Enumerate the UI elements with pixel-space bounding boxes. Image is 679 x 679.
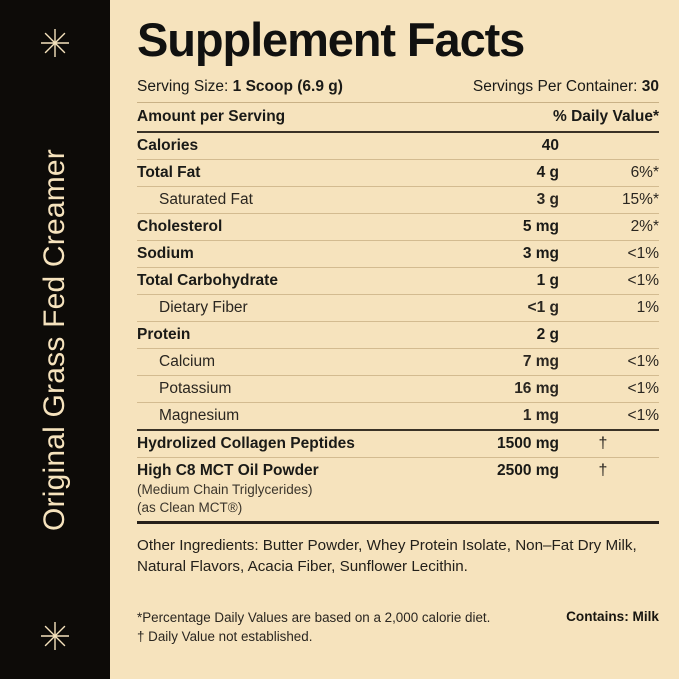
footnotes: *Percentage Daily Values are based on a … [137,608,659,647]
blend-daily-value: † [559,456,659,521]
blend-name: Hydrolized Collagen Peptides [137,428,437,458]
nutrient-name: Magnesium [137,401,437,430]
table-row-blend: Hydrolized Collagen Peptides 1500 mg † [137,428,659,458]
nutrient-daily-value: 1% [559,293,659,322]
blend-daily-value: † [559,428,659,458]
table-row: Cholesterol 5 mg 2%* [137,212,659,241]
amount-per-serving-label: Amount per Serving [137,107,286,125]
asterisk-star-icon [38,26,72,60]
nutrient-daily-value: 15%* [559,185,659,214]
nutrient-daily-value: <1% [559,401,659,430]
divider-above-other-ingredients [137,520,659,524]
servings-per-container: Servings Per Container: 30 [473,78,659,96]
nutrition-table: Calories 40 Total Fat 4 g 6%* Saturated Fat 3 … [137,133,659,521]
table-row: Potassium 16 mg <1% [137,374,659,403]
nutrient-daily-value: <1% [559,239,659,268]
blend-subtitle: (Medium Chain Triglycerides) [137,481,313,497]
blend-subtitle: (as Clean MCT®) [137,500,243,516]
nutrition-table-body: Calories 40 Total Fat 4 g 6%* Saturated Fat 3 … [137,133,659,521]
nutrient-amount: 16 mg [437,374,559,403]
table-row: Calories 40 [137,133,659,160]
footer: Other Ingredients: Butter Powder, Whey P… [137,524,659,647]
nutrient-name: Calories [137,136,199,154]
serving-row: Serving Size: 1 Scoop (6.9 g) Servings P… [137,76,659,102]
table-row: Magnesium 1 mg <1% [137,401,659,430]
table-row-blend: High C8 MCT Oil Powder (Medium Chain Trig… [137,456,659,521]
nutrient-name: Total Fat [137,158,437,187]
nutrient-daily-value [559,320,659,349]
nutrient-amount: 3 g [437,185,559,214]
servings-per-container-value: 30 [641,77,659,95]
asterisk-star-icon-bottom [38,619,72,653]
table-row: Dietary Fiber <1 g 1% [137,293,659,322]
nutrient-amount: 40 [541,136,559,154]
nutrient-daily-value: <1% [559,266,659,295]
nutrient-name: Sodium [137,239,437,268]
serving-size-value: 1 Scoop (6.9 g) [232,77,343,95]
nutrient-amount: 5 mg [437,212,559,241]
nutrient-name: Total Carbohydrate [137,266,437,295]
table-row: Calcium 7 mg <1% [137,347,659,376]
nutrient-amount: <1 g [437,293,559,322]
divider-under-serving [137,101,659,103]
table-row: Saturated Fat 3 g 15%* [137,185,659,214]
nutrient-amount: 1 g [437,266,559,295]
nutrient-name: Calcium [137,347,437,376]
blend-amount: 1500 mg [437,428,559,458]
facts-panel: Supplement Facts Serving Size: 1 Scoop (… [110,0,679,679]
nutrient-name: Protein [137,320,437,349]
nutrient-daily-value: 6%* [559,158,659,187]
serving-size-label: Serving Size: [137,77,229,95]
nutrient-amount: 1 mg [437,401,559,430]
footnote-percent-daily-value: *Percentage Daily Values are based on a … [137,609,491,625]
table-row: Protein 2 g [137,320,659,349]
blend-name: High C8 MCT Oil Powder (Medium Chain Trig… [137,456,437,521]
table-row: Total Carbohydrate 1 g <1% [137,266,659,295]
nutrient-daily-value [559,133,659,160]
footnote-text: *Percentage Daily Values are based on a … [137,608,490,647]
nutrient-amount: 3 mg [437,239,559,268]
product-name-vertical: Original Grass Fed Creamer [38,148,71,531]
nutrient-amount: 7 mg [437,347,559,376]
nutrient-name: Potassium [137,374,437,403]
nutrient-daily-value: <1% [559,347,659,376]
blend-amount: 2500 mg [437,456,559,521]
nutrient-daily-value: <1% [559,374,659,403]
table-row: Total Fat 4 g 6%* [137,158,659,187]
product-side-band: Original Grass Fed Creamer [0,0,110,679]
daily-value-label: % Daily Value* [553,107,659,125]
nutrient-amount: 2 g [437,320,559,349]
serving-size: Serving Size: 1 Scoop (6.9 g) [137,78,343,96]
product-name-vertical-wrap: Original Grass Fed Creamer [0,60,110,619]
nutrient-amount: 4 g [437,158,559,187]
nutrient-name: Cholesterol [137,212,437,241]
nutrient-name: Dietary Fiber [137,293,437,322]
table-row: Sodium 3 mg <1% [137,239,659,268]
nutrient-name: Saturated Fat [137,185,437,214]
page-title: Supplement Facts [137,13,525,66]
footnote-dagger: † Daily Value not established. [137,629,313,645]
amount-per-serving-header: Amount per Serving % Daily Value* [137,103,659,131]
other-ingredients: Other Ingredients: Butter Powder, Whey P… [137,536,637,576]
divider-above-nutrients [137,130,659,133]
allergen-contains: Contains: Milk [566,608,659,624]
servings-per-container-label: Servings Per Container: [472,77,638,95]
nutrient-daily-value: 2%* [559,212,659,241]
